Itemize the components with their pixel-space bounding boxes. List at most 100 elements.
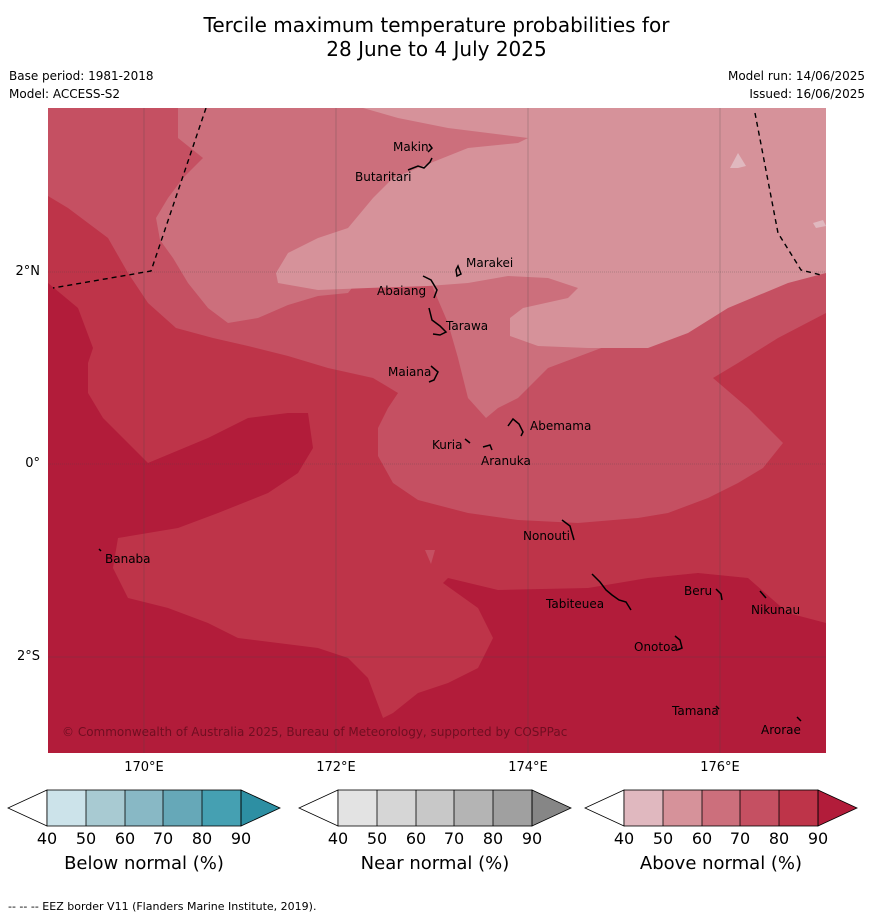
legend-near-normal-swatch	[454, 790, 493, 826]
legend-below-normal-swatch	[125, 790, 163, 826]
legend-tick: 90	[230, 829, 252, 848]
legend-above-normal-bar	[584, 789, 858, 827]
place-label: Arorae	[761, 723, 801, 737]
legend-tick: 50	[75, 829, 97, 848]
island-onotoa	[674, 635, 683, 651]
place-label: Makin	[393, 140, 429, 154]
legend-tick: 70	[729, 829, 751, 848]
legend-above-normal-swatch	[779, 790, 818, 826]
legend-near-normal-swatch	[377, 790, 416, 826]
island-tarawa	[428, 307, 448, 336]
place-label: Beru	[684, 584, 712, 598]
legend-tick: 80	[191, 829, 213, 848]
place-label: Banaba	[105, 552, 151, 566]
legend-tick: 40	[36, 829, 58, 848]
island-aranuka	[482, 444, 493, 451]
zone-above-50-60-patch-2	[813, 220, 826, 228]
lon-label-174e: 174°E	[508, 760, 548, 775]
island-tamana	[715, 705, 720, 710]
probability-map[interactable]: Makin Butaritari Marakei Abaiang Tarawa …	[48, 108, 826, 753]
island-abaiang	[422, 275, 438, 299]
legend-near-normal-swatch	[493, 790, 532, 826]
island-maiana	[428, 365, 439, 383]
legend-below-normal-bar	[7, 789, 281, 827]
island-tabiteuea	[591, 573, 632, 611]
place-label: Nikunau	[751, 603, 800, 617]
place-label: Tamana	[671, 704, 719, 718]
issued-text: Issued: 16/06/2025	[749, 87, 865, 101]
legend-below-normal-swatch	[47, 790, 86, 826]
place-labels: Makin Butaritari Marakei Abaiang Tarawa …	[105, 140, 801, 737]
legend-tick: 50	[366, 829, 388, 848]
lat-label-0: 0°	[25, 456, 40, 471]
legend-tick: 70	[152, 829, 174, 848]
legend-colorbars	[7, 789, 858, 827]
base-period-text: Base period: 1981-2018	[9, 69, 154, 83]
legend-near-normal-swatch	[338, 790, 377, 826]
legend-below-normal-title: Below normal (%)	[64, 853, 224, 874]
lat-label-2s: 2°S	[16, 649, 40, 664]
legend-tick: 60	[114, 829, 136, 848]
legend-below-normal-swatch	[86, 790, 125, 826]
legend-tick: 80	[768, 829, 790, 848]
place-label: Onotoa	[634, 640, 678, 654]
legend-below-normal-over-arrow	[240, 789, 281, 827]
island-butaritari	[407, 157, 433, 171]
map-title-line1: Tercile maximum temperature probabilitie…	[203, 13, 670, 37]
place-label: Abemama	[530, 419, 591, 433]
legend-below-normal-swatch	[163, 790, 202, 826]
map-title-line2: 28 June to 4 July 2025	[326, 37, 547, 61]
legend-near-normal-title: Near normal (%)	[360, 853, 510, 874]
island-nonouti	[561, 519, 575, 541]
legend-below-normal-under-arrow	[7, 789, 48, 827]
place-label: Kuria	[432, 438, 463, 452]
zone-above-50-60	[276, 108, 826, 348]
lon-label-176e: 176°E	[700, 760, 740, 775]
eez-footnote: -- -- -- EEZ border V11 (Flanders Marine…	[8, 900, 317, 913]
legend-above-normal-over-arrow	[817, 789, 858, 827]
zone-above-70-80-patch	[425, 550, 435, 564]
legend-tick: 40	[327, 829, 349, 848]
island-kuria	[464, 438, 471, 444]
model-text: Model: ACCESS-S2	[9, 87, 121, 101]
island-marakei	[455, 264, 462, 278]
lat-label-2n: 2°N	[15, 264, 41, 279]
grid-lines	[48, 108, 826, 753]
map-canvas: Makin Butaritari Marakei Abaiang Tarawa …	[48, 108, 826, 753]
legend-tick: 70	[443, 829, 465, 848]
legend-above-normal-swatch	[624, 790, 663, 826]
place-label: Maiana	[388, 365, 431, 379]
zone-above-50-60-patch-1	[730, 153, 746, 168]
legend-above-normal-swatch	[740, 790, 779, 826]
place-label: Abaiang	[377, 284, 426, 298]
island-beru	[715, 588, 723, 601]
place-label: Nonouti	[523, 529, 570, 543]
legend-above-normal-swatch	[702, 790, 740, 826]
island-abemama	[507, 417, 524, 437]
place-label: Tabiteuea	[545, 597, 604, 611]
legend-tick: 60	[405, 829, 427, 848]
legend-tick: 40	[613, 829, 635, 848]
legend-tick: 80	[482, 829, 504, 848]
island-makin	[427, 143, 433, 153]
island-banaba	[98, 548, 102, 552]
lon-label-172e: 172°E	[316, 760, 356, 775]
legend-near-normal-bar	[298, 789, 572, 827]
copyright-text: © Commonwealth of Australia 2025, Bureau…	[62, 725, 567, 739]
eez-border	[52, 108, 822, 289]
island-nikunau	[759, 590, 767, 599]
model-run-text: Model run: 14/06/2025	[727, 69, 865, 83]
legend-below-normal-swatch	[202, 790, 241, 826]
legend-tick: 50	[652, 829, 674, 848]
legend-above-normal-title: Above normal (%)	[639, 853, 803, 874]
place-label: Tarawa	[445, 319, 488, 333]
legend-tick: 90	[521, 829, 543, 848]
place-label: Marakei	[466, 256, 513, 270]
legend-tick: 60	[691, 829, 713, 848]
island-arorae	[796, 716, 802, 722]
legend-above-normal-swatch	[663, 790, 702, 826]
legend-near-normal-over-arrow	[531, 789, 572, 827]
legend-tick: 90	[807, 829, 829, 848]
island-outlines	[98, 143, 802, 722]
place-label: Butaritari	[355, 170, 412, 184]
